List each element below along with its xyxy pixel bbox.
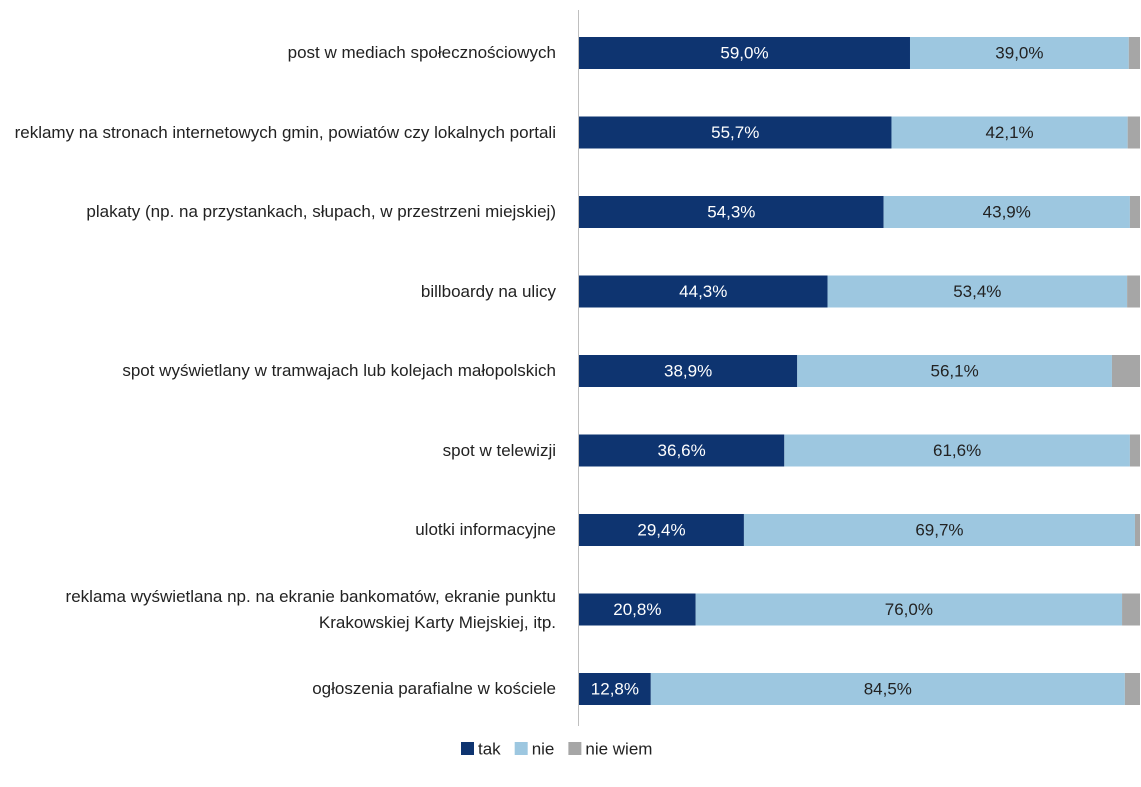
bar-segment (579, 275, 828, 308)
category-label: ogłoszenia parafialne w kościele (312, 679, 556, 698)
bar-segment (1111, 355, 1140, 387)
bar-segment (743, 514, 1135, 546)
legend-swatch (461, 742, 474, 755)
bar-segment (1127, 275, 1140, 308)
bar-segment (579, 434, 785, 467)
value-label: 42,1% (985, 123, 1033, 142)
bar-segment (579, 355, 798, 387)
value-label: 39,0% (995, 43, 1043, 62)
value-label: 20,8% (613, 600, 661, 619)
value-label: 43,9% (983, 202, 1031, 221)
bar-segment (695, 593, 1123, 626)
bar-segment (579, 593, 696, 626)
bar-segment (827, 275, 1128, 308)
bar-segment (1128, 37, 1140, 69)
bar-segment (1129, 196, 1140, 228)
bar-segment (891, 116, 1128, 149)
category-label: reklamy na stronach internetowych gmin, … (14, 122, 556, 142)
category-label: reklama wyświetlana np. na ekranie banko… (65, 586, 556, 632)
bar-segment (1134, 514, 1140, 546)
legend-swatch (514, 742, 528, 755)
value-label: 59,0% (720, 43, 768, 62)
bar-segment (1127, 116, 1140, 149)
legend-label: nie (532, 739, 555, 758)
value-label: 84,5% (864, 679, 912, 698)
value-label: 69,7% (915, 520, 963, 539)
bar-segment (1124, 673, 1140, 705)
bar-segment (579, 673, 651, 705)
value-label: 53,4% (953, 282, 1001, 301)
bar-segment (797, 355, 1112, 387)
category-label: plakaty (np. na przystankach, słupach, w… (86, 202, 556, 221)
bar-segment (579, 514, 744, 546)
value-label: 29,4% (637, 520, 685, 539)
value-label: 61,6% (933, 441, 981, 460)
bar-segment (650, 673, 1125, 705)
category-label: spot wyświetlany w tramwajach lub koleja… (122, 361, 556, 380)
bar-segment (1122, 593, 1140, 626)
legend-label: tak (478, 739, 501, 758)
legend-label: nie wiem (585, 739, 652, 758)
value-label: 56,1% (930, 361, 978, 380)
bar-segment (1129, 434, 1140, 467)
bar-segment (579, 116, 892, 149)
bar-segment (883, 196, 1130, 228)
bar-segment (579, 196, 884, 228)
value-label: 76,0% (885, 600, 933, 619)
value-label: 38,9% (664, 361, 712, 380)
value-label: 44,3% (679, 282, 727, 301)
category-label: spot w telewizji (442, 440, 556, 460)
value-label: 54,3% (707, 202, 755, 221)
category-label: post w mediach społecznościowych (287, 43, 556, 62)
category-label: ulotki informacyjne (415, 520, 556, 539)
bar-segment (909, 37, 1129, 69)
bar-segment (784, 434, 1130, 467)
value-label: 12,8% (591, 679, 639, 698)
value-label: 55,7% (711, 123, 759, 142)
value-label: 36,6% (658, 441, 706, 460)
category-label: billboardy na ulicy (420, 281, 556, 301)
legend-swatch (568, 742, 582, 755)
bar-segment (579, 37, 910, 69)
